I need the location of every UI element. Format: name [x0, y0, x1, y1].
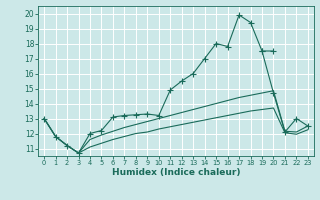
- X-axis label: Humidex (Indice chaleur): Humidex (Indice chaleur): [112, 168, 240, 177]
